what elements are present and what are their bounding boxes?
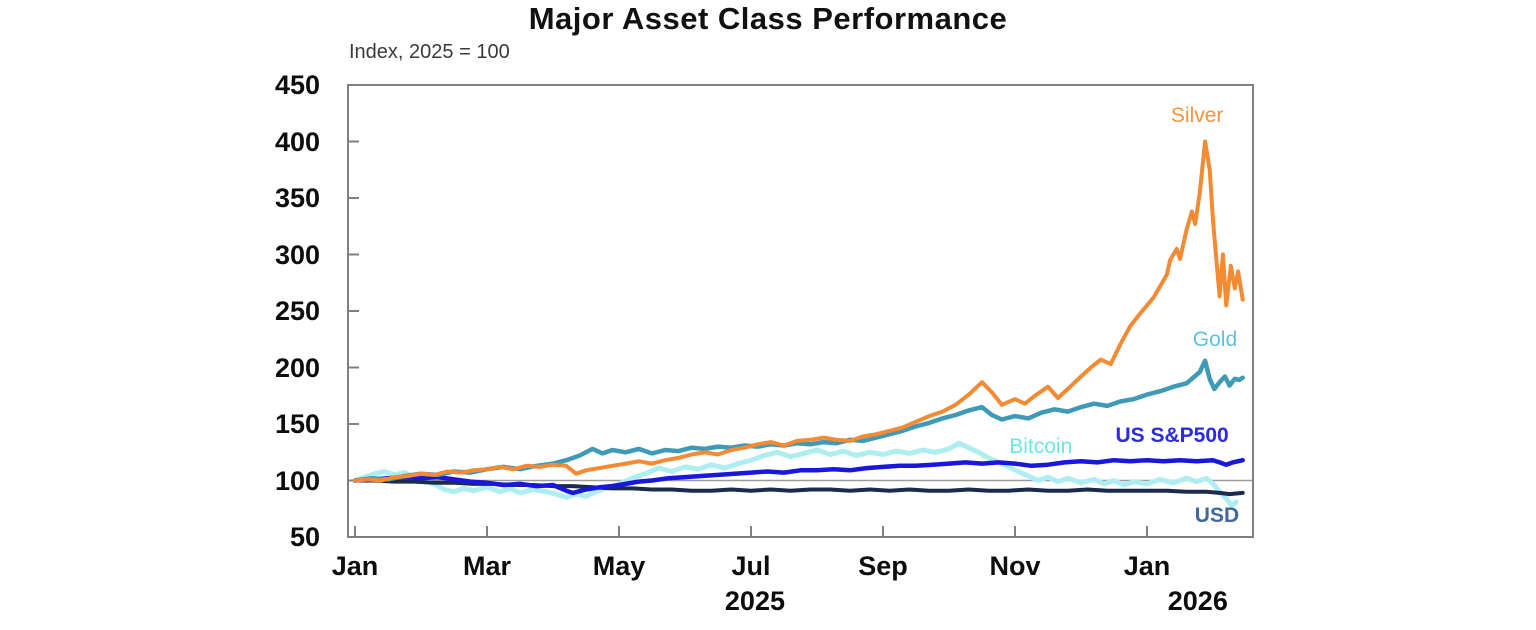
y-axis-label-50: 50 [289, 522, 320, 552]
y-axis-label-400: 400 [274, 126, 320, 157]
series-label-usd: USD [1194, 503, 1240, 527]
x-axis-label-may: May [592, 551, 646, 581]
series-line-bitcoin [352, 440, 1239, 508]
y-axis-label-150: 150 [274, 409, 320, 439]
x-axis-label-jul: Jul [731, 551, 771, 581]
chart-subtitle: Index, 2025 = 100 [349, 41, 510, 63]
series-label-bitcoin: Bitcoin [1009, 434, 1073, 458]
series-line-sp500 [352, 457, 1245, 496]
y-axis-label-250: 250 [274, 296, 320, 326]
series-label-sp500: US S&P500 [1115, 424, 1229, 448]
x-axis-label-mar: Mar [462, 551, 511, 581]
y-axis-label-450: 450 [274, 70, 320, 100]
y-axis-label-100: 100 [274, 465, 320, 496]
x-axis-year-label-2025: 2025 [724, 586, 785, 616]
y-axis-label-350: 350 [274, 183, 320, 213]
chart-title: Major Asset Class Performance [528, 1, 1008, 36]
x-axis-label-jan: Jan [1123, 551, 1171, 581]
x-axis-year-label-2026: 2026 [1167, 586, 1228, 616]
y-axis-label-300: 300 [274, 239, 320, 270]
x-axis-label-sep: Sep [858, 551, 908, 581]
series-label-gold: Gold [1192, 328, 1238, 352]
series-line-silver [353, 139, 1245, 483]
x-axis-label-jan: Jan [331, 551, 379, 581]
series-label-silver: Silver [1170, 103, 1224, 127]
y-axis-label-200: 200 [274, 352, 320, 383]
x-axis-label-nov: Nov [989, 551, 1041, 581]
